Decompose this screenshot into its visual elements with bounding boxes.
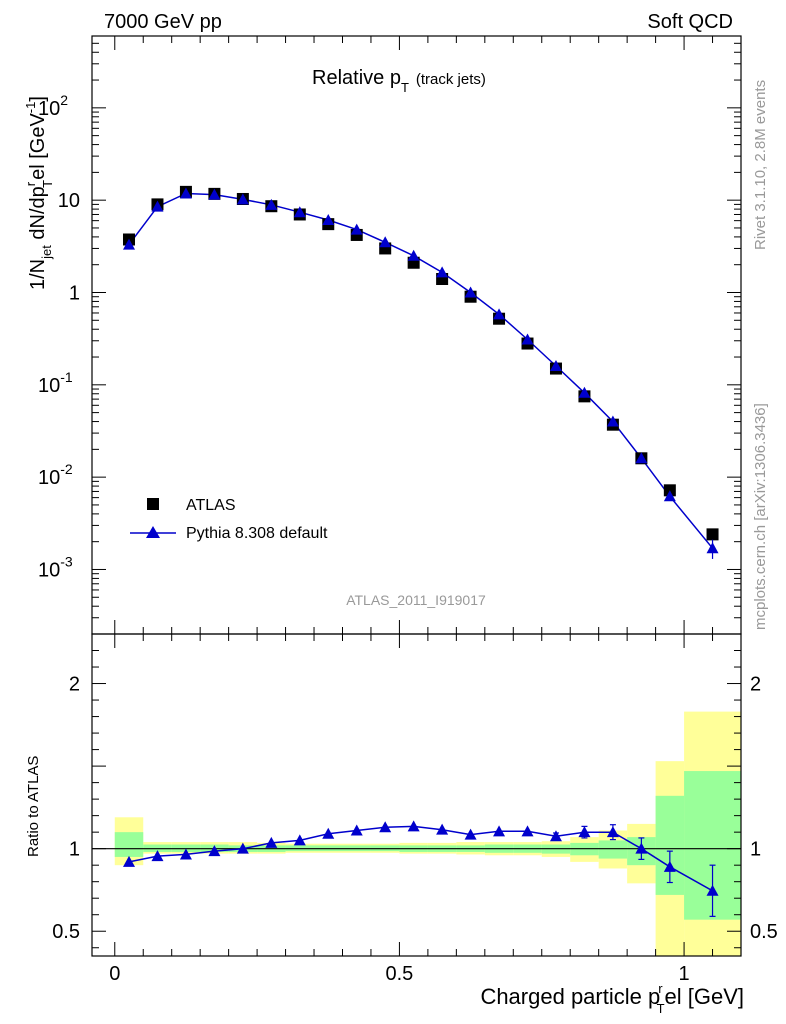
ratio-point-8 [350, 824, 363, 836]
main-ylabel: 1/Njet dN/dpr Tel [GeV-1] [23, 96, 55, 290]
y-tick-label-ratio-left: 1 [69, 839, 80, 861]
main-title: Relative pT (track jets) [312, 67, 486, 95]
ratio-point-6 [293, 834, 306, 846]
ratio-point-15 [549, 830, 562, 842]
ratio-point-9 [379, 821, 392, 833]
ratio-point-17 [606, 826, 619, 838]
ratio-point-11 [436, 823, 449, 835]
pythia-point-11 [436, 266, 449, 278]
pythia-point-16 [578, 386, 591, 398]
pythia-point-1 [151, 200, 164, 212]
pythia-point-0 [123, 238, 136, 250]
legend: ATLAS Pythia 8.308 default [130, 497, 328, 542]
x-axis-label: Charged particle pr Tel [GeV] [480, 981, 744, 1016]
mcplots-label: mcplots.cern.ch [arXiv:1306.3436] [752, 403, 769, 630]
ratio-point-13 [493, 825, 506, 837]
pythia-point-13 [493, 308, 506, 320]
main-frame [91, 35, 742, 635]
main-title-text: Relative p [312, 67, 401, 89]
pythia-point-10 [407, 249, 420, 261]
pythia-point-8 [350, 223, 363, 235]
legend-label-atlas: ATLAS [186, 497, 236, 514]
pythia-point-7 [322, 213, 335, 225]
main-panel [123, 185, 719, 559]
pythia-point-3 [208, 188, 221, 200]
main-title-paren: (track jets) [416, 71, 486, 88]
y-tick-label-ratio-right: 1 [750, 839, 761, 861]
y-tick-label-ratio-left: 2 [69, 674, 80, 696]
y-tick-label-main: 10-2 [38, 461, 73, 489]
main-title-sub: T [401, 80, 409, 95]
ratio-ylabel: Ratio to ATLAS [25, 756, 42, 857]
y-tick-label-main: 10-3 [38, 553, 73, 581]
header-left: 7000 GeV pp [104, 11, 222, 33]
ratio-point-19 [663, 860, 676, 872]
ratio-point-2 [179, 848, 192, 860]
ratio-point-7 [322, 827, 335, 839]
pythia-point-6 [293, 206, 306, 218]
pythia-point-19 [663, 490, 676, 502]
ratio-point-16 [578, 826, 591, 838]
y-tick-label-ratio-right: 0.5 [750, 921, 778, 943]
pythia-point-4 [236, 193, 249, 205]
pythia-point-14 [521, 333, 534, 345]
pythia-point-5 [265, 198, 278, 210]
legend-label-pythia: Pythia 8.308 default [186, 525, 328, 542]
y-tick-label-main: 10-1 [38, 369, 73, 397]
pythia-point-17 [606, 415, 619, 427]
pythia-point-12 [464, 286, 477, 298]
ratio-point-3 [208, 845, 221, 857]
atlas-point-20 [706, 528, 719, 541]
y-tick-label-main: 10 [58, 190, 80, 212]
ratio-point-10 [407, 820, 420, 832]
y-tick-label-ratio-left: 0.5 [52, 921, 80, 943]
ratio-point-18 [635, 842, 648, 854]
legend-marker-atlas [147, 498, 159, 510]
y-tick-label-main: 102 [38, 92, 68, 120]
band-green-0 [114, 832, 144, 857]
header-right: Soft QCD [647, 11, 733, 33]
pythia-point-2 [179, 187, 192, 199]
y-tick-label-ratio-right: 2 [750, 674, 761, 696]
ratio-point-1 [151, 850, 164, 862]
pythia-point-20 [706, 542, 719, 554]
pythia-point-9 [379, 236, 392, 248]
rivet-label: Rivet 3.1.10, 2.8M events [752, 80, 769, 250]
x-tick-label: 0.5 [386, 963, 414, 985]
band-green-17 [598, 840, 628, 859]
pythia-line [128, 192, 714, 549]
y-tick-label-main: 1 [69, 282, 80, 304]
pythia-point-18 [635, 452, 648, 464]
ratio-frame [91, 633, 742, 957]
ratio-point-14 [521, 825, 534, 837]
analysis-watermark: ATLAS_2011_I919017 [346, 592, 486, 608]
ratio-panel [92, 711, 741, 956]
x-tick-label: 1 [679, 963, 690, 985]
legend-marker-pythia [146, 526, 160, 538]
ratio-point-12 [464, 828, 477, 840]
x-tick-label: 0 [109, 963, 120, 985]
axes: 0 0.5 1 102 10 1 10-1 10-2 10-3 2 2 1 1 0.5 0.5 [38, 35, 778, 985]
ratio-point-0 [123, 855, 136, 867]
ratio-point-5 [265, 836, 278, 848]
ratio-point-20 [706, 884, 719, 896]
ratio-point-4 [236, 842, 249, 854]
pythia-point-15 [549, 359, 562, 371]
